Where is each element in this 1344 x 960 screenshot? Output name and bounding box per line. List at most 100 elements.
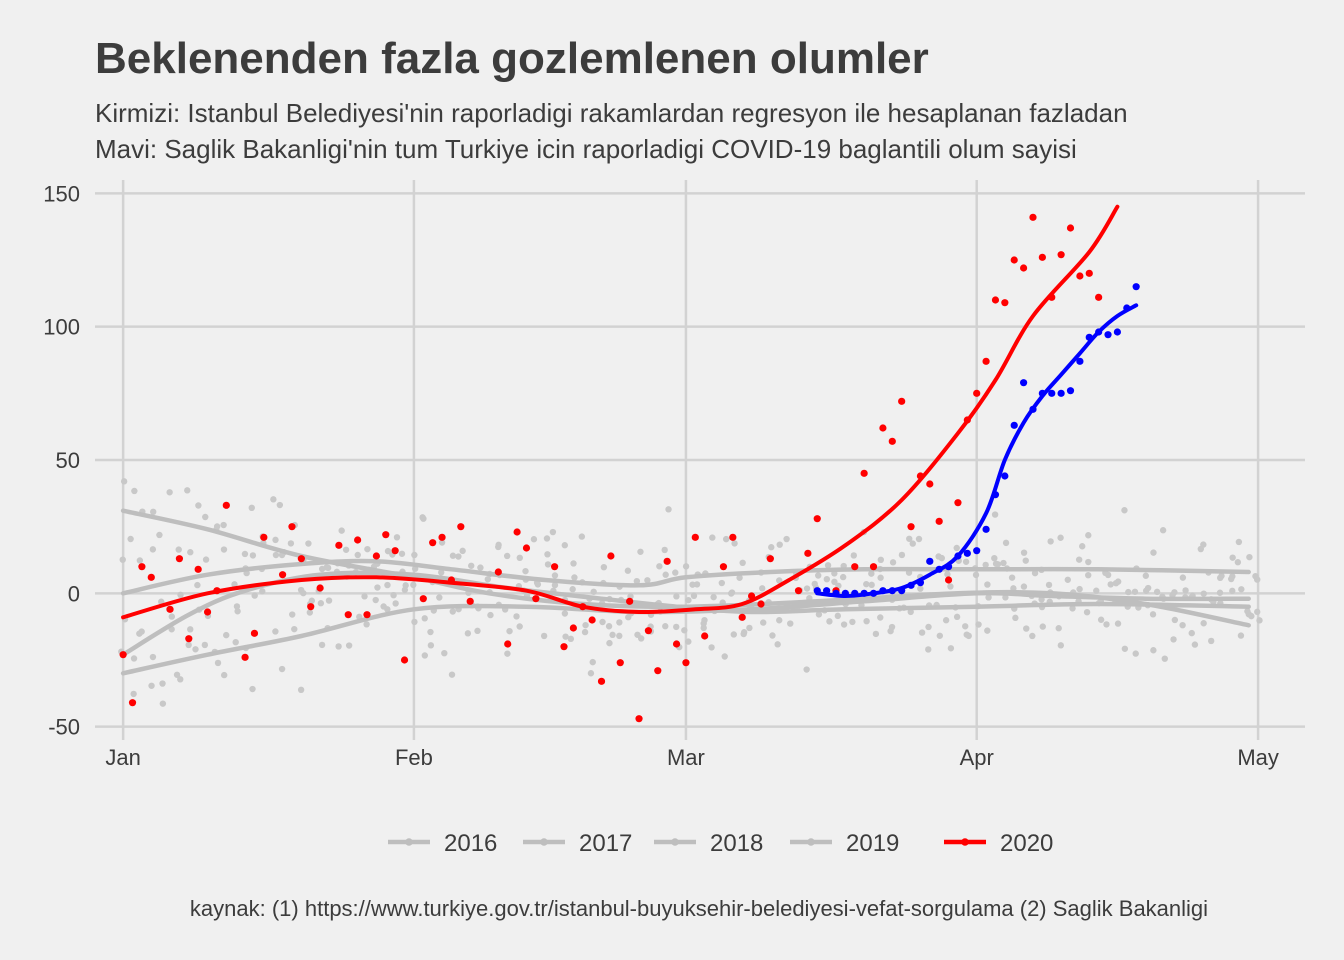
data-point-2020 xyxy=(494,568,502,576)
data-point-2020 xyxy=(203,608,212,616)
baseline-point xyxy=(739,559,746,567)
legend-key-point xyxy=(671,838,679,846)
data-point-2020 xyxy=(250,629,259,637)
data-point-2020 xyxy=(1048,293,1056,301)
data-point-2020 xyxy=(372,552,380,560)
baseline-point xyxy=(1020,549,1028,556)
baseline-point xyxy=(187,549,194,556)
data-point-2020 xyxy=(175,555,184,563)
baseline-point xyxy=(907,608,914,616)
baseline-point xyxy=(338,527,345,534)
x-tick-label: Jan xyxy=(105,745,140,770)
baseline-point xyxy=(202,556,210,563)
data-point-2020 xyxy=(597,677,606,685)
baseline-point xyxy=(438,539,446,546)
baseline-point xyxy=(459,547,466,555)
baseline-point xyxy=(513,613,520,620)
baseline-point xyxy=(159,680,166,687)
baseline-point xyxy=(567,635,575,643)
baseline-point xyxy=(401,586,409,594)
baseline-point xyxy=(543,535,551,542)
baseline-point xyxy=(410,581,417,589)
baseline-point xyxy=(624,567,632,574)
baseline-point xyxy=(975,621,982,628)
data-point-2020 xyxy=(672,640,681,648)
y-tick-label: 150 xyxy=(43,181,80,206)
data-point-2020 xyxy=(869,563,878,571)
baseline-point xyxy=(487,611,494,619)
baseline-point xyxy=(823,575,831,583)
data-point-2020 xyxy=(907,523,915,531)
baseline-point xyxy=(936,632,944,639)
data-point-ministry xyxy=(1048,389,1056,397)
baseline-point xyxy=(306,609,314,616)
baseline-point xyxy=(1216,574,1224,582)
baseline-point xyxy=(516,623,523,630)
baseline-point xyxy=(1075,556,1083,563)
baseline-point xyxy=(361,593,368,600)
baseline-point xyxy=(1079,543,1086,550)
data-point-2020 xyxy=(551,563,559,571)
baseline-point xyxy=(1076,585,1083,593)
baseline-point xyxy=(1093,587,1100,594)
baseline-point xyxy=(130,690,137,698)
data-point-ministry xyxy=(888,587,896,595)
baseline-point xyxy=(220,521,227,529)
data-point-2020 xyxy=(400,656,409,664)
data-point-2020 xyxy=(1010,256,1018,264)
baseline-point xyxy=(534,581,542,588)
x-tick-label: May xyxy=(1237,745,1279,770)
baseline-point xyxy=(438,569,445,576)
baseline-point xyxy=(506,627,513,635)
baseline-point xyxy=(834,612,842,620)
baseline-point xyxy=(449,552,457,559)
baseline-point xyxy=(803,666,810,673)
data-point-2020 xyxy=(1020,264,1028,272)
data-point-2020 xyxy=(644,627,653,635)
data-point-2020 xyxy=(288,523,296,531)
baseline-point xyxy=(1085,532,1092,539)
baseline-point xyxy=(689,581,696,588)
data-point-2020 xyxy=(194,565,202,573)
data-point-2020 xyxy=(532,595,540,603)
baseline-point xyxy=(1144,584,1152,592)
baseline-point xyxy=(305,540,312,547)
data-point-2020 xyxy=(316,584,324,592)
baseline-point xyxy=(889,559,897,566)
baseline-point xyxy=(944,571,951,578)
data-point-2020 xyxy=(738,613,746,621)
baseline-point xyxy=(561,542,569,549)
baseline-point xyxy=(149,653,157,661)
baseline-point xyxy=(119,556,126,563)
baseline-point xyxy=(419,514,426,521)
data-point-2020 xyxy=(278,571,287,579)
data-point-2020 xyxy=(466,597,474,605)
data-point-2020 xyxy=(438,533,446,541)
baseline-point xyxy=(768,544,775,551)
baseline-point xyxy=(220,671,228,679)
baseline-point xyxy=(214,659,222,667)
baseline-point xyxy=(1114,620,1122,627)
baseline-point xyxy=(297,686,305,694)
baseline-point xyxy=(464,630,472,637)
baseline-point xyxy=(195,502,202,509)
baseline-point xyxy=(1179,621,1186,629)
baseline-point xyxy=(1085,571,1092,579)
data-point-ministry xyxy=(1066,387,1075,395)
baseline-point xyxy=(708,644,715,651)
baseline-point xyxy=(1020,583,1028,590)
data-point-2020 xyxy=(888,437,896,445)
baseline-point xyxy=(411,551,418,559)
data-point-2020 xyxy=(926,480,934,488)
data-point-2020 xyxy=(616,659,624,667)
baseline-point xyxy=(682,563,690,570)
baseline-point xyxy=(644,577,651,584)
baseline-point xyxy=(241,550,249,558)
baseline-point xyxy=(516,554,523,562)
baseline-point xyxy=(335,643,342,650)
baseline-point xyxy=(877,574,884,581)
baseline-point xyxy=(544,561,552,568)
baseline-point xyxy=(581,628,589,636)
data-point-ministry xyxy=(841,589,849,597)
